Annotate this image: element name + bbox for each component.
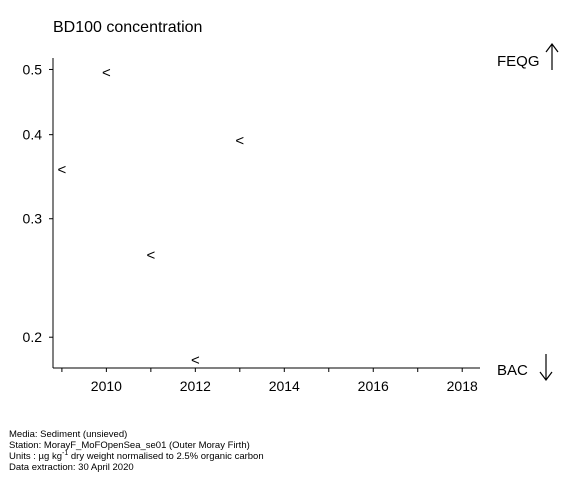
x-tick-label: 2018 <box>447 378 478 394</box>
data-point-marker: < <box>191 352 200 369</box>
footer-media: Media: Sediment (unsieved) <box>9 429 128 440</box>
x-tick-label: 2016 <box>358 378 389 394</box>
data-point-marker: < <box>102 64 111 81</box>
y-tick-label: 0.2 <box>23 329 43 345</box>
units-suffix: dry weight normalised to 2.5% organic ca… <box>68 451 264 462</box>
data-point-marker: < <box>146 247 155 264</box>
reference-labels: FEQG BAC <box>497 43 559 381</box>
x-tick-label: 2010 <box>91 378 122 394</box>
footer-units: Units : µg kg-1 dry weight normalised to… <box>9 449 264 462</box>
footer-extraction: Data extraction: 30 April 2020 <box>9 462 134 473</box>
data-point-marker: < <box>58 162 67 179</box>
down-arrow-icon <box>539 354 553 381</box>
chart-title: BD100 concentration <box>53 19 203 36</box>
footer-station: Station: MorayF_MoFOpenSea_se01 (Outer M… <box>9 440 250 451</box>
x-tick-label: 2012 <box>180 378 211 394</box>
feqg-label: FEQG <box>497 53 540 70</box>
x-tick-label: 2014 <box>269 378 300 394</box>
y-tick-label: 0.5 <box>23 61 43 77</box>
ticks: 2010 2012 2014 2016 2018 0.2 0.3 0.4 0.5 <box>23 61 478 394</box>
y-tick-label: 0.3 <box>23 211 43 227</box>
axes <box>52 58 480 369</box>
data-points: < < < < < <box>58 64 245 369</box>
bac-label: BAC <box>497 362 528 379</box>
y-tick-label: 0.4 <box>23 127 43 143</box>
up-arrow-icon <box>545 43 559 70</box>
footer-notes: Media: Sediment (unsieved) Station: Mora… <box>9 429 264 473</box>
units-prefix: Units : µg kg <box>9 451 62 462</box>
units-superscript: -1 <box>62 449 69 457</box>
data-point-marker: < <box>235 133 244 150</box>
